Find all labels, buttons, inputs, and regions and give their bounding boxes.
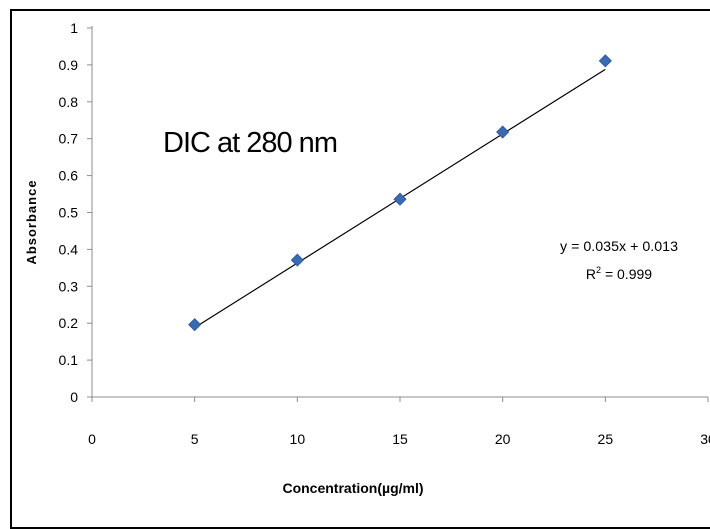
data-points xyxy=(188,54,612,332)
r-squared-label: R2 = 0.999 xyxy=(586,265,652,282)
r-squared-value: = 0.999 xyxy=(601,266,652,282)
y-tick-label: 0.9 xyxy=(59,57,79,73)
y-tick-label: 0.7 xyxy=(59,131,79,147)
x-axis-label: Concentration(µg/ml) xyxy=(282,480,423,496)
x-tick-label: 10 xyxy=(290,431,306,447)
y-tick-label: 0.8 xyxy=(59,94,79,110)
data-point xyxy=(598,54,612,68)
data-point xyxy=(393,192,407,206)
regression-equation: y = 0.035x + 0.013 xyxy=(560,238,678,254)
data-point xyxy=(496,125,510,139)
r-squared-prefix: R xyxy=(586,266,596,282)
x-tick-label: 25 xyxy=(598,431,614,447)
y-tick-label: 0.4 xyxy=(59,241,79,257)
y-axis-label: Absorbance xyxy=(24,179,39,264)
x-tick-label: 30 xyxy=(700,431,710,447)
x-tick-label: 5 xyxy=(191,431,199,447)
data-point xyxy=(290,253,304,267)
tick-labels: 00.10.20.30.40.50.60.70.80.910 5 10 15 20 25 3… xyxy=(59,20,710,447)
y-tick-label: 1 xyxy=(70,20,78,36)
y-tick-label: 0.2 xyxy=(59,315,79,331)
x-tick-label: 20 xyxy=(495,431,511,447)
chart-title: DIC at 280 nm xyxy=(163,127,337,159)
y-tick-label: 0.1 xyxy=(59,352,79,368)
axes xyxy=(87,26,709,402)
y-tick-label: 0.3 xyxy=(59,278,79,294)
x-tick-label: 0 xyxy=(88,431,96,447)
x-tick-label: 15 xyxy=(392,431,408,447)
y-tick-label: 0.6 xyxy=(59,168,79,184)
scatter-chart: 00.10.20.30.40.50.60.70.80.910 5 10 15 20 25 3… xyxy=(24,20,710,496)
y-tick-label: 0 xyxy=(70,389,78,405)
data-point xyxy=(188,318,202,332)
y-tick-label: 0.5 xyxy=(59,205,79,221)
r-squared-superscript: 2 xyxy=(596,265,601,275)
